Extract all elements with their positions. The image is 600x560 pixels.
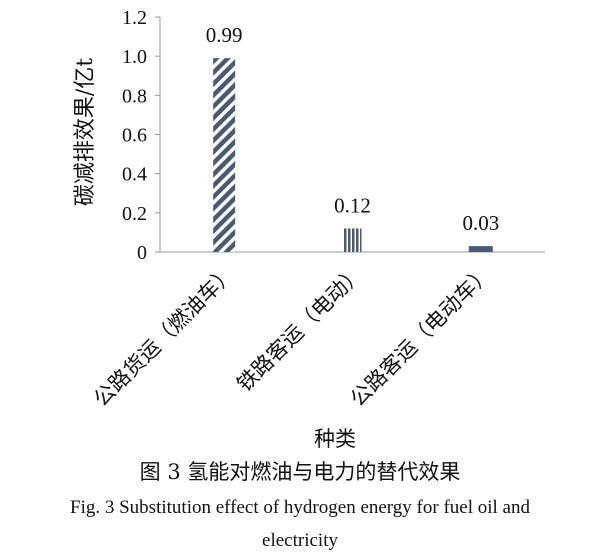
data-labels: 0.99 0.12 0.03: [206, 23, 499, 235]
y-tick-label: 0.2: [122, 203, 147, 225]
bar: [468, 246, 493, 252]
bar: [343, 228, 362, 252]
data-label: 0.12: [334, 194, 371, 218]
category-label: 铁路客运（电动）: [232, 261, 368, 397]
y-axis: 0 0.2 0.4 0.6 0.8 1.0 1.2: [122, 7, 161, 264]
category-label: 公路客运（电动车）: [346, 261, 497, 412]
y-tick-label: 1.2: [122, 7, 147, 29]
bar-chart: 0 0.2 0.4 0.6 0.8 1.0 1.2 0.99 0.12 0.03 公路货运（燃油…: [73, 7, 545, 451]
bar: [213, 58, 236, 252]
x-axis-title: 种类: [314, 427, 356, 451]
y-tick-label: 0.4: [122, 164, 147, 186]
data-label: 0.03: [462, 211, 499, 235]
bars: [213, 58, 493, 252]
y-axis-title: 碳减排效果/亿t: [73, 58, 98, 206]
y-tick-label: 0: [137, 242, 147, 264]
y-tick-label: 0.6: [122, 125, 147, 147]
data-label: 0.99: [206, 23, 243, 47]
figure-caption-english-line2: electricity: [262, 530, 338, 551]
y-tick-label: 1.0: [122, 46, 147, 68]
y-tick-label: 0.8: [122, 85, 147, 107]
category-label: 公路货运（燃油车）: [89, 261, 240, 412]
figure-caption-chinese: 图 3 氢能对燃油与电力的替代效果: [139, 460, 461, 484]
category-labels: 公路货运（燃油车）铁路客运（电动）公路客运（电动车）: [89, 261, 496, 412]
figure-caption-english-line1: Fig. 3 Substitution effect of hydrogen e…: [70, 497, 530, 518]
